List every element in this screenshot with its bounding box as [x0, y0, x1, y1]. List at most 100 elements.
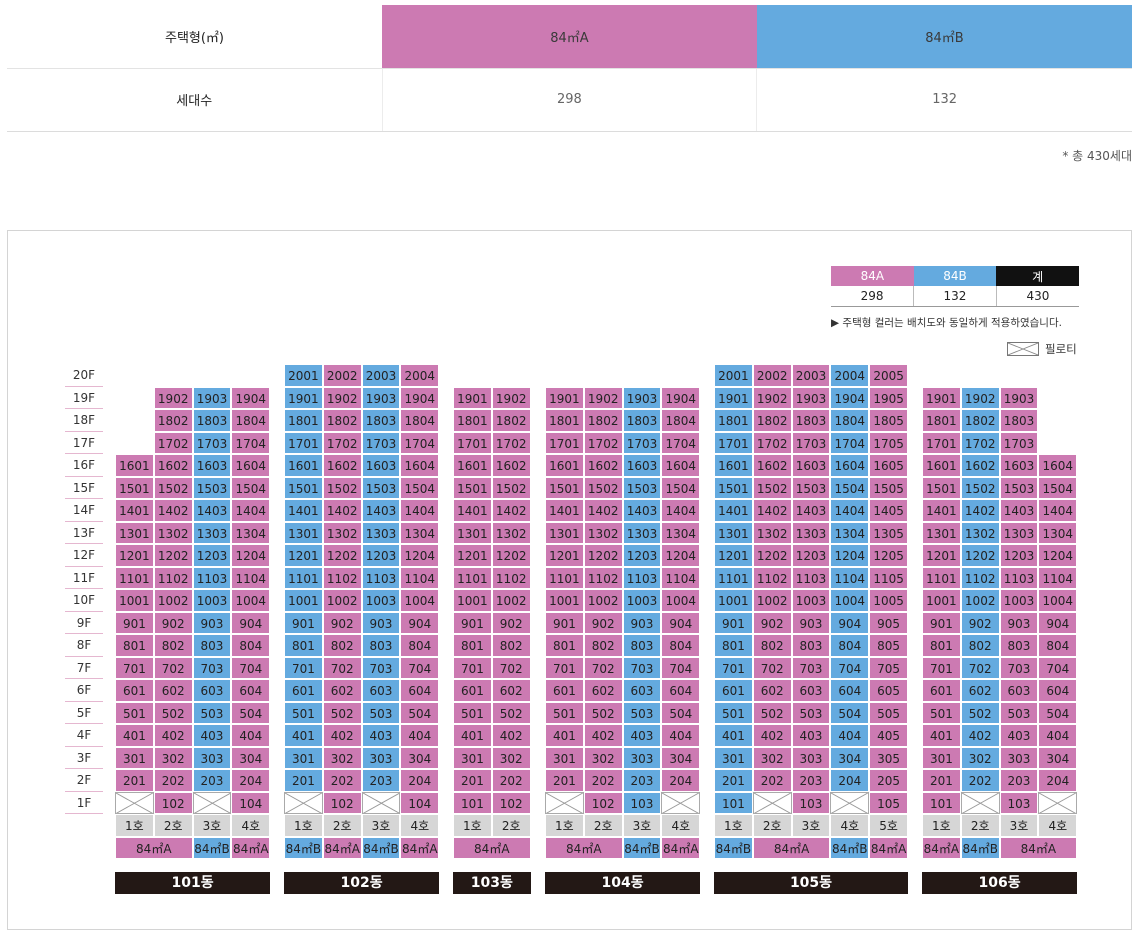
unit-cell: 101 — [453, 791, 492, 814]
unit-cell: 701 — [115, 656, 154, 679]
unit-cell: 702 — [322, 656, 362, 679]
piloti-cell — [361, 791, 401, 814]
unit-cell: 1903 — [361, 386, 401, 409]
unit-cell: 1505 — [869, 476, 908, 499]
unit-cell: 1005 — [869, 589, 908, 612]
unit-cell: 1802 — [491, 409, 531, 432]
unit-cell: 1301 — [714, 521, 753, 544]
unit-cell: 103 — [999, 791, 1039, 814]
unit-cell: 602 — [322, 679, 362, 702]
line-number-cell: 1호 — [922, 814, 961, 837]
unit-cell: 1203 — [192, 544, 232, 567]
unit-type-summary-table: 주택형(㎡) 84㎡A 84㎡B 세대수 298 132 — [7, 5, 1132, 132]
unit-cell: 1803 — [361, 409, 401, 432]
unit-cell: 1705 — [869, 431, 908, 454]
unit-cell: 1204 — [830, 544, 870, 567]
unit-cell: 604 — [1038, 679, 1078, 702]
building-name-bar: 101동 — [115, 872, 271, 894]
unit-cell: 1702 — [752, 431, 792, 454]
unit-cell: 1501 — [922, 476, 961, 499]
unit-type-cell: 84㎡A — [400, 836, 440, 859]
unit-cell: 1603 — [999, 454, 1039, 477]
unit-cell: 1801 — [545, 409, 584, 432]
line-number-cell: 1호 — [453, 814, 492, 837]
unit-cell: 1901 — [714, 386, 753, 409]
unit-cell: 1002 — [752, 589, 792, 612]
unit-cell: 304 — [661, 746, 701, 769]
unit-cell: 1201 — [115, 544, 154, 567]
unit-cell: 1202 — [583, 544, 623, 567]
unit-cell: 1004 — [830, 589, 870, 612]
unit-cell: 402 — [752, 724, 792, 747]
unit-cell: 804 — [400, 634, 440, 657]
unit-cell: 403 — [361, 724, 401, 747]
unit-cell: 404 — [1038, 724, 1078, 747]
unit-cell: 402 — [322, 724, 362, 747]
unit-cell: 1804 — [830, 409, 870, 432]
building-name-bar: 105동 — [714, 872, 908, 894]
unit-cell: 402 — [491, 724, 531, 747]
unit-cell: 204 — [830, 769, 870, 792]
unit-cell: 304 — [231, 746, 271, 769]
unit-cell: 1702 — [491, 431, 531, 454]
unit-cell: 604 — [661, 679, 701, 702]
unit-cell: 901 — [115, 611, 154, 634]
line-number-cell: 3호 — [622, 814, 662, 837]
unit-cell: 1603 — [791, 454, 831, 477]
unit-type-cell: 84㎡B — [284, 836, 323, 859]
building-name-bar: 103동 — [453, 872, 531, 894]
unit-cell: 101 — [714, 791, 753, 814]
unit-cell: 2005 — [869, 364, 908, 387]
unit-cell: 1602 — [752, 454, 792, 477]
unit-type-cell: 84㎡A — [322, 836, 362, 859]
unit-cell: 1704 — [661, 431, 701, 454]
unit-cell: 1202 — [752, 544, 792, 567]
unit-cell: 2002 — [322, 364, 362, 387]
piloti-key: 필로티 — [1007, 341, 1077, 357]
unit-cell: 1104 — [1038, 566, 1078, 589]
unit-cell: 1503 — [999, 476, 1039, 499]
legend-total-header: 계 — [996, 266, 1079, 286]
line-number-cell: 2호 — [322, 814, 362, 837]
unit-cell: 303 — [622, 746, 662, 769]
unit-cell: 1804 — [661, 409, 701, 432]
unit-cell: 704 — [1038, 656, 1078, 679]
unit-cell: 1904 — [231, 386, 271, 409]
unit-cell: 103 — [791, 791, 831, 814]
unit-cell: 1901 — [284, 386, 323, 409]
unit-cell: 203 — [999, 769, 1039, 792]
floor-label: 19F — [65, 387, 103, 409]
unit-cell: 1303 — [999, 521, 1039, 544]
legend-84a-header: 84A — [831, 266, 914, 286]
unit-cell: 903 — [999, 611, 1039, 634]
type-b-count: 132 — [756, 67, 1132, 132]
unit-cell: 1302 — [153, 521, 193, 544]
unit-type-cell: 84㎡A — [545, 836, 623, 859]
unit-cell: 902 — [583, 611, 623, 634]
unit-cell: 1702 — [153, 431, 193, 454]
unit-cell: 1803 — [791, 409, 831, 432]
unit-cell: 1002 — [153, 589, 193, 612]
unit-cell: 1004 — [400, 589, 440, 612]
unit-cell: 1701 — [545, 431, 584, 454]
piloti-label: 필로티 — [1045, 342, 1077, 356]
unit-cell: 501 — [115, 701, 154, 724]
unit-cell: 104 — [400, 791, 440, 814]
unit-cell: 203 — [361, 769, 401, 792]
unit-cell: 302 — [153, 746, 193, 769]
floor-label: 17F — [65, 432, 103, 454]
unit-cell: 603 — [791, 679, 831, 702]
building-name-bar: 104동 — [545, 872, 701, 894]
unit-cell: 1805 — [869, 409, 908, 432]
unit-cell: 803 — [622, 634, 662, 657]
unit-cell: 701 — [453, 656, 492, 679]
unit-cell: 1303 — [622, 521, 662, 544]
unit-cell: 804 — [231, 634, 271, 657]
unit-cell: 503 — [999, 701, 1039, 724]
unit-cell: 1401 — [545, 499, 584, 522]
unit-cell: 1603 — [622, 454, 662, 477]
unit-cell: 1802 — [153, 409, 193, 432]
piloti-cell — [284, 791, 323, 814]
unit-cell: 1002 — [583, 589, 623, 612]
floor-label: 18F — [65, 409, 103, 432]
